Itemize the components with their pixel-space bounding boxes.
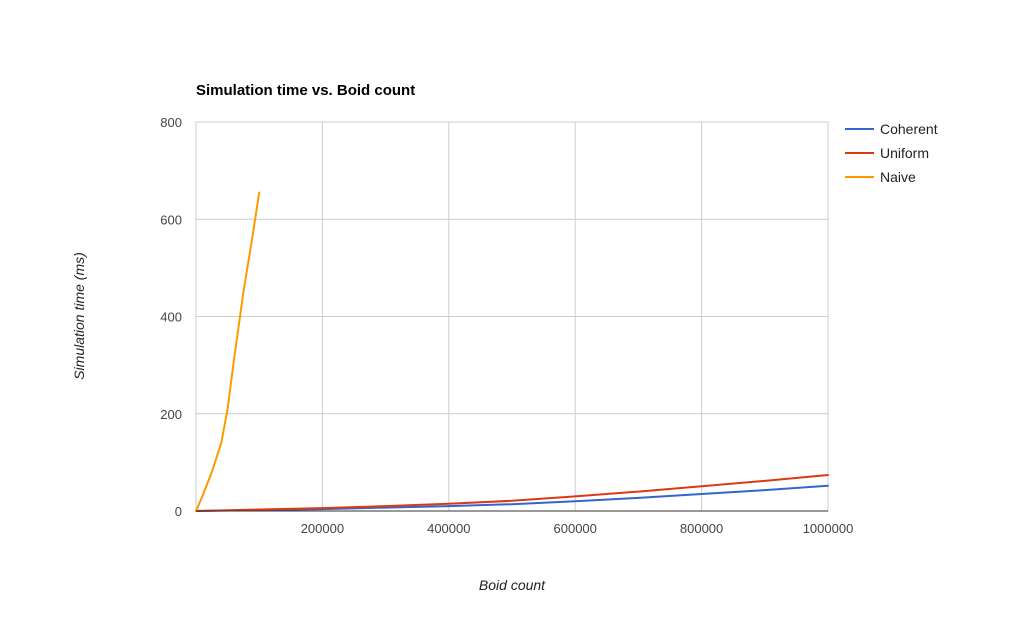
legend-item-uniform[interactable]: Uniform — [845, 145, 929, 161]
legend-item-naive[interactable]: Naive — [845, 169, 916, 185]
x-tick-label: 400000 — [427, 521, 470, 536]
series-line-naive — [195, 191, 261, 512]
series-line-coherent — [195, 484, 829, 512]
x-tick-label: 1000000 — [803, 521, 854, 536]
y-tick-label: 400 — [160, 310, 182, 325]
legend-label: Coherent — [880, 121, 938, 137]
x-tick-label: 800000 — [680, 521, 723, 536]
legend-label: Uniform — [880, 145, 929, 161]
y-tick-label: 200 — [160, 407, 182, 422]
legend-item-coherent[interactable]: Coherent — [845, 121, 938, 137]
axes: 0 200 400 600 800 200000 400000 600000 800000 100… — [160, 115, 853, 536]
legend-label: Naive — [880, 169, 916, 185]
series-line-uniform — [195, 474, 829, 512]
x-tick-label: 200000 — [301, 521, 344, 536]
y-tick-label: 600 — [160, 212, 182, 227]
y-tick-label: 0 — [175, 504, 182, 519]
y-tick-label: 800 — [160, 115, 182, 130]
legend[interactable]: Coherent Uniform Naive — [845, 121, 938, 185]
x-tick-label: 600000 — [554, 521, 597, 536]
grid — [195, 121, 829, 511]
x-axis-label: Boid count — [479, 577, 546, 593]
series-lines — [195, 191, 829, 512]
chart-title: Simulation time vs. Boid count — [196, 82, 415, 99]
y-axis-label: Simulation time (ms) — [71, 252, 87, 380]
